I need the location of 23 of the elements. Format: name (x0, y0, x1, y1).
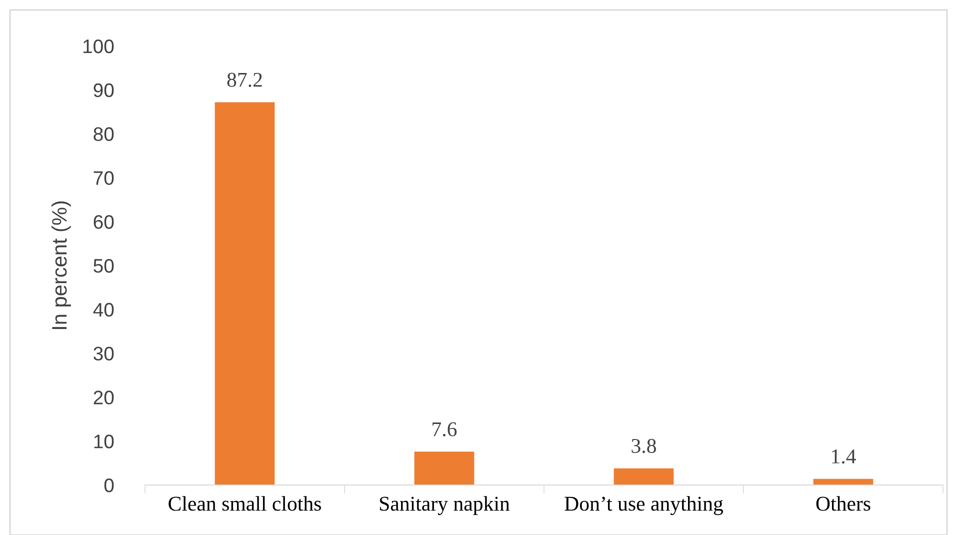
x-tick-label: Don’t use anything (564, 496, 724, 516)
y-tick-label: 40 (93, 302, 114, 317)
data-label: 3.8 (632, 438, 656, 454)
data-label: 7.6 (432, 422, 457, 436)
bar (614, 468, 674, 485)
y-tick-label: 90 (94, 83, 114, 98)
y-tick-label: 100 (83, 39, 114, 54)
y-axis-title: In percent (%) (51, 201, 71, 329)
data-label: 87.2 (227, 72, 262, 87)
y-tick-label: 50 (94, 258, 114, 273)
y-tick-label: 60 (94, 215, 114, 229)
y-tick-label: 80 (94, 127, 114, 142)
y-tick-label: 10 (94, 434, 114, 448)
x-tick-label: Others (816, 496, 870, 511)
bar (414, 452, 474, 485)
y-tick-label: 0 (104, 478, 114, 492)
y-tick-label: 70 (94, 171, 114, 185)
y-tick-label: 30 (94, 346, 114, 361)
y-tick-label: 20 (94, 390, 114, 404)
x-tick-label: Sanitary napkin (380, 496, 510, 516)
x-tick-label: Clean small cloths (168, 496, 321, 511)
bar (214, 102, 275, 485)
data-label: 1.4 (832, 450, 856, 464)
